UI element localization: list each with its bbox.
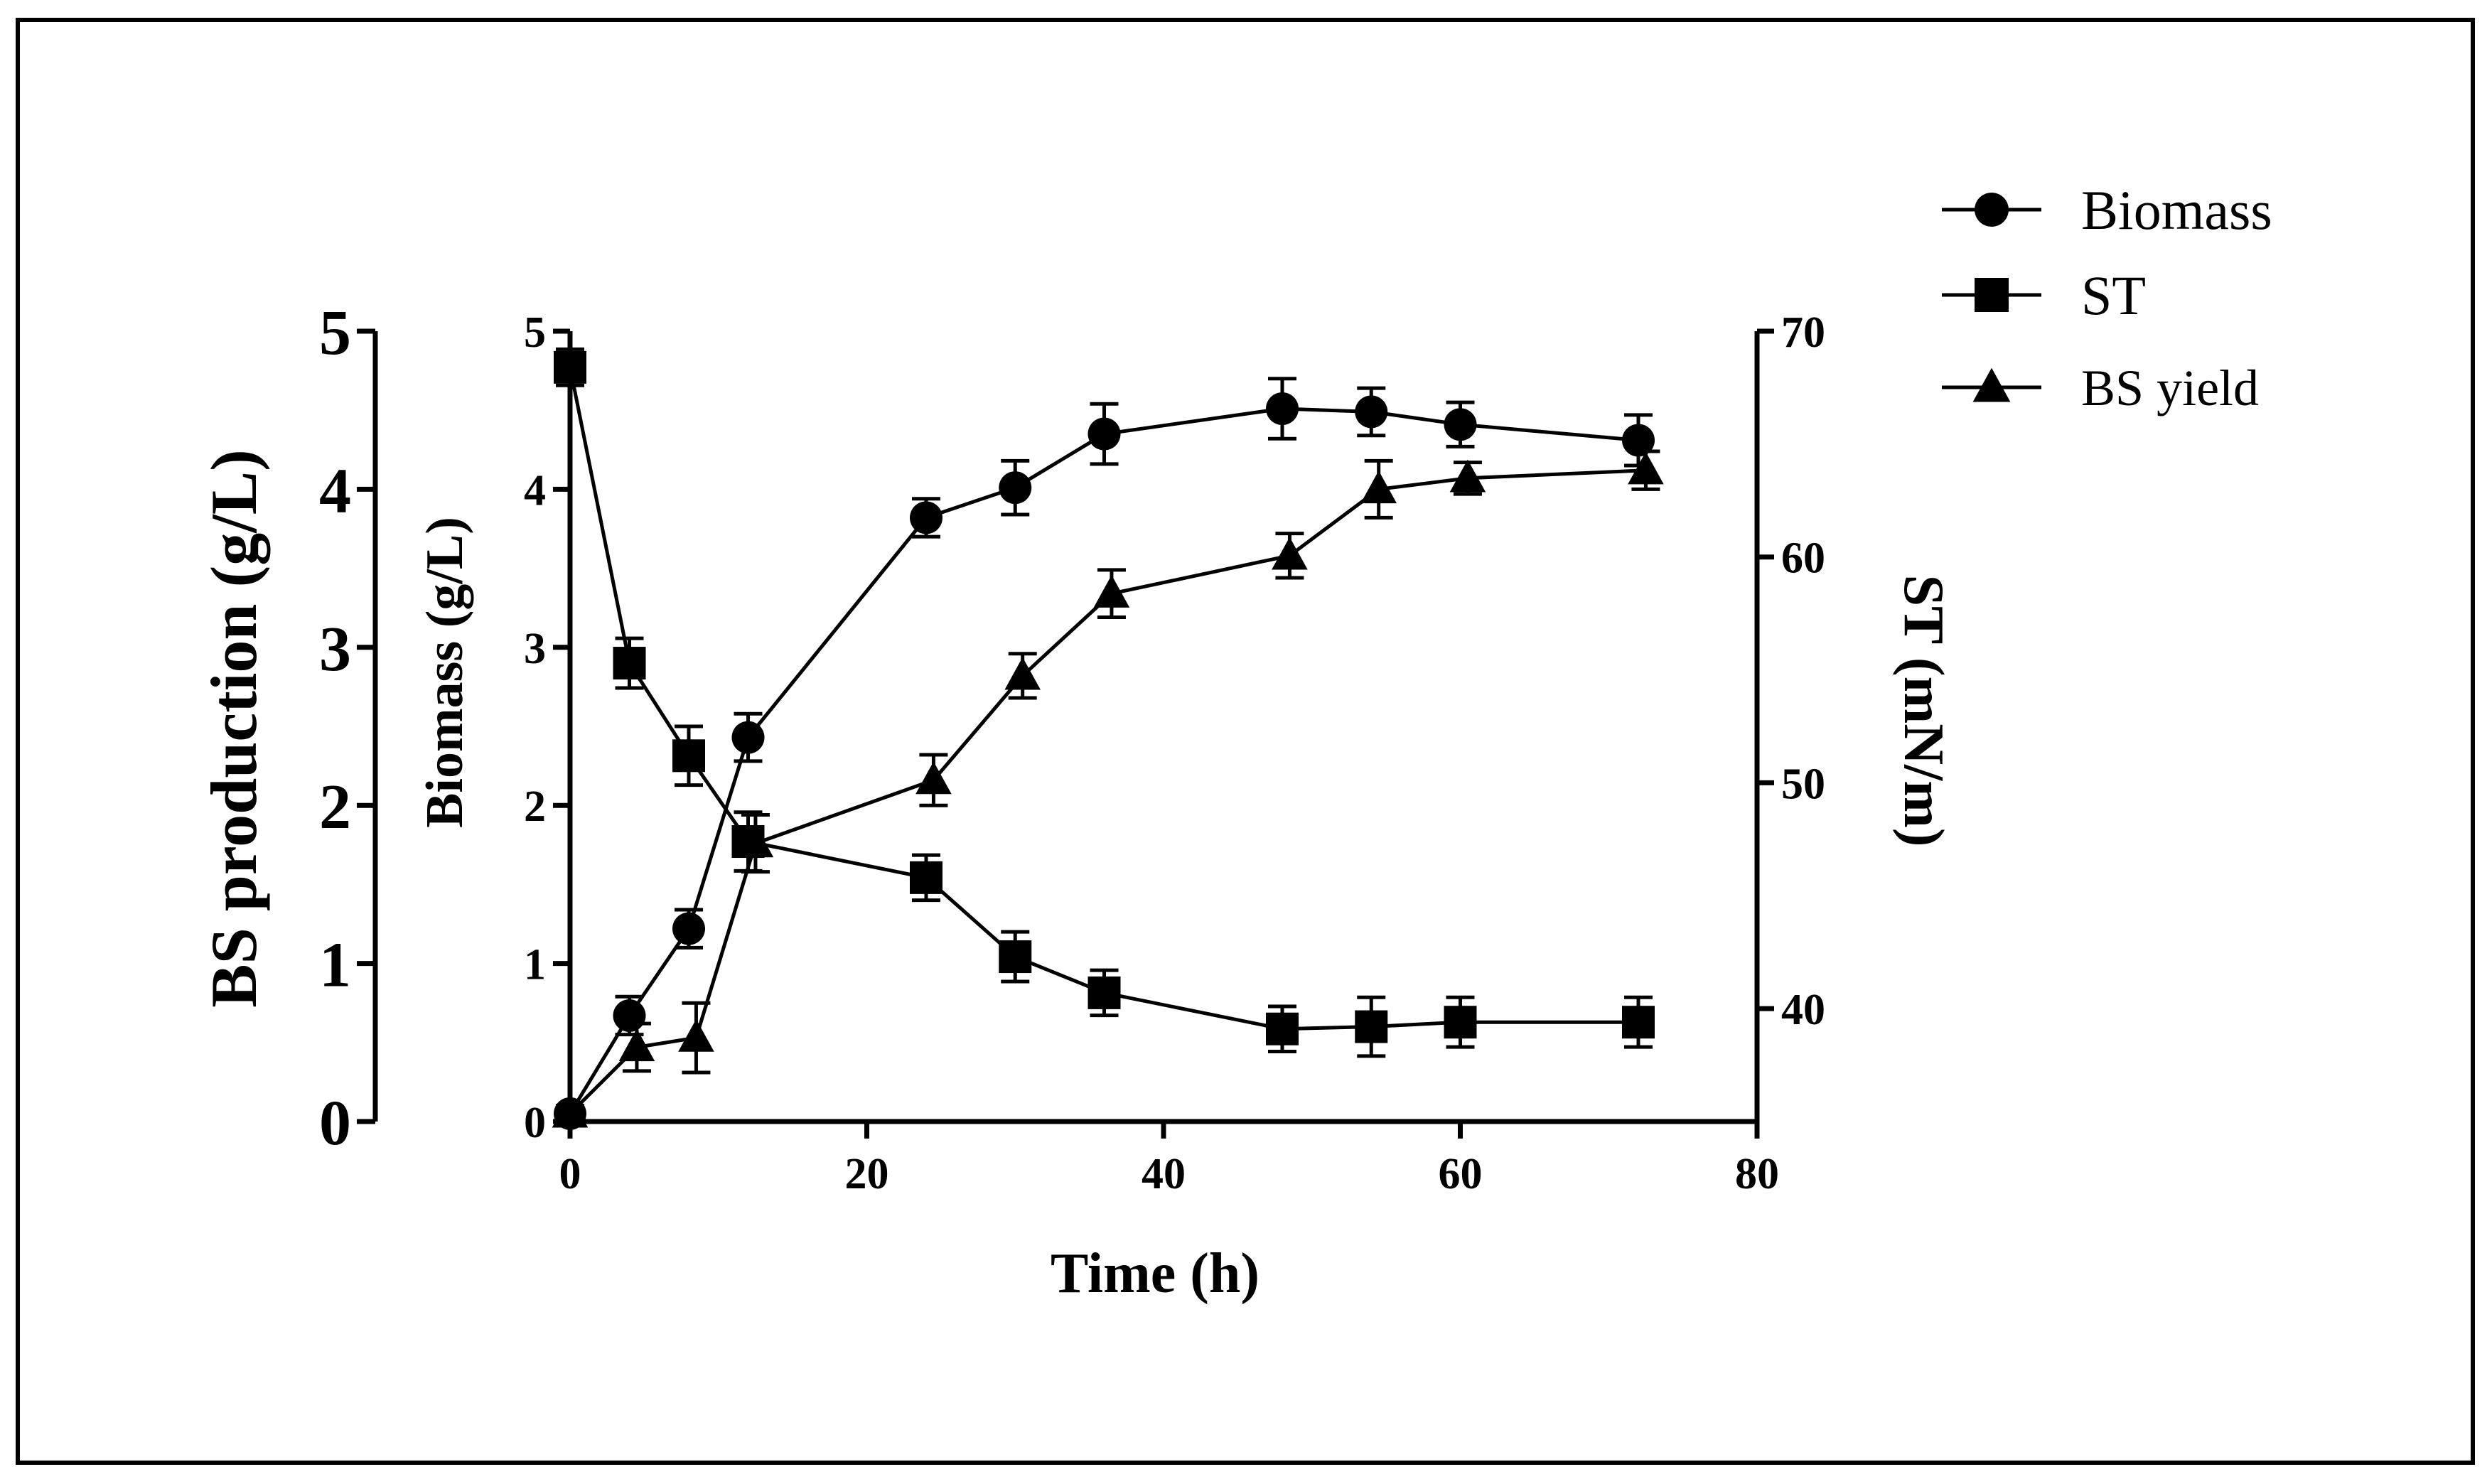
y-tick-label: 4 bbox=[524, 466, 546, 515]
outer-y-tick-label: 2 bbox=[319, 772, 351, 842]
legend-label-biomass: Biomass bbox=[2081, 179, 2272, 241]
legend: Biomass ST BS yield bbox=[1942, 179, 2272, 416]
y-tick-label: 0 bbox=[524, 1099, 546, 1147]
y-tick-labels: 0 1 2 3 4 5 bbox=[524, 308, 546, 1147]
right-y-tick-label: 50 bbox=[1781, 760, 1825, 808]
data-point-biomass bbox=[731, 721, 765, 754]
data-point-st bbox=[910, 861, 942, 894]
data-point-st bbox=[1355, 1010, 1388, 1043]
x-tick-label: 60 bbox=[1439, 1150, 1483, 1198]
right-y-tick-label: 40 bbox=[1781, 986, 1825, 1034]
data-point-bs-yield bbox=[678, 1018, 714, 1052]
data-point-bs-yield bbox=[915, 761, 952, 795]
data-point-bs-yield bbox=[1093, 574, 1130, 608]
data-point-bs-yield bbox=[618, 1028, 655, 1062]
x-tick-label: 80 bbox=[1735, 1150, 1779, 1198]
legend-marks bbox=[1942, 193, 2041, 402]
figure-border bbox=[16, 18, 2475, 1465]
y-tick-label: 3 bbox=[524, 625, 546, 673]
series-bs-yield bbox=[552, 449, 1664, 1128]
data-point-st bbox=[1266, 1012, 1299, 1045]
legend-marker bbox=[1975, 278, 2009, 312]
data-point-biomass bbox=[613, 999, 646, 1032]
data-point-biomass bbox=[1087, 417, 1121, 451]
series-st bbox=[554, 347, 1655, 1058]
data-point-st bbox=[613, 647, 646, 680]
series-biomass bbox=[554, 377, 1655, 1130]
legend-marker bbox=[1972, 367, 2011, 402]
data-point-bs-yield bbox=[1628, 451, 1664, 485]
right-y-axis-title: ST (mN/m) bbox=[1892, 575, 1955, 847]
data-point-bs-yield bbox=[552, 1095, 589, 1128]
right-y-tick-label: 60 bbox=[1781, 534, 1825, 583]
y-tick-label: 2 bbox=[524, 783, 546, 831]
right-y-tick-labels: 40 50 60 70 bbox=[1781, 308, 1825, 1034]
data-point-st bbox=[1622, 1006, 1655, 1039]
y-tick-label: 1 bbox=[524, 941, 546, 989]
x-axis-title: Time (h) bbox=[1051, 1242, 1260, 1305]
data-point-biomass bbox=[1355, 395, 1388, 429]
data-point-bs-yield bbox=[737, 824, 774, 858]
outer-y-tick-label: 3 bbox=[319, 614, 351, 684]
legend-label-st: ST bbox=[2081, 264, 2146, 326]
legend-marker bbox=[1975, 193, 2009, 227]
data-point-bs-yield bbox=[1272, 537, 1308, 570]
data-point-bs-yield bbox=[1449, 459, 1486, 493]
data-point-biomass bbox=[910, 501, 942, 534]
y-tick-label: 5 bbox=[524, 308, 546, 357]
series-layer bbox=[552, 347, 1664, 1130]
outer-y-tick-label: 4 bbox=[319, 456, 351, 526]
data-point-biomass bbox=[1444, 408, 1477, 441]
x-tick-label: 40 bbox=[1142, 1150, 1186, 1198]
data-point-st bbox=[554, 350, 586, 384]
outer-y-tick-label: 5 bbox=[319, 298, 351, 368]
right-y-tick-label: 70 bbox=[1781, 308, 1825, 357]
data-point-st bbox=[999, 940, 1032, 974]
data-point-st bbox=[1444, 1006, 1477, 1039]
data-point-biomass bbox=[672, 912, 705, 945]
outer-y-tick-label: 1 bbox=[319, 930, 351, 1001]
data-point-bs-yield bbox=[1004, 657, 1041, 690]
data-point-biomass bbox=[999, 471, 1032, 505]
legend-label-bs-yield: BS yield bbox=[2081, 360, 2259, 416]
y-axis-title: Biomass (g/L) bbox=[416, 517, 474, 828]
data-point-bs-yield bbox=[1360, 471, 1397, 504]
outer-y-tick-label: 0 bbox=[319, 1088, 351, 1158]
data-point-biomass bbox=[1622, 424, 1655, 457]
data-point-st bbox=[1087, 976, 1121, 1009]
x-tick-label: 20 bbox=[845, 1150, 889, 1198]
outer-y-axis-title: BS production (g/L) bbox=[198, 449, 270, 1008]
data-point-st bbox=[672, 739, 705, 773]
x-tick-labels: 0 20 40 60 80 bbox=[559, 1150, 1780, 1198]
outer-y-tick-labels: 0 1 2 3 4 5 bbox=[319, 298, 351, 1158]
data-point-biomass bbox=[1266, 392, 1299, 425]
x-tick-label: 0 bbox=[559, 1150, 581, 1198]
